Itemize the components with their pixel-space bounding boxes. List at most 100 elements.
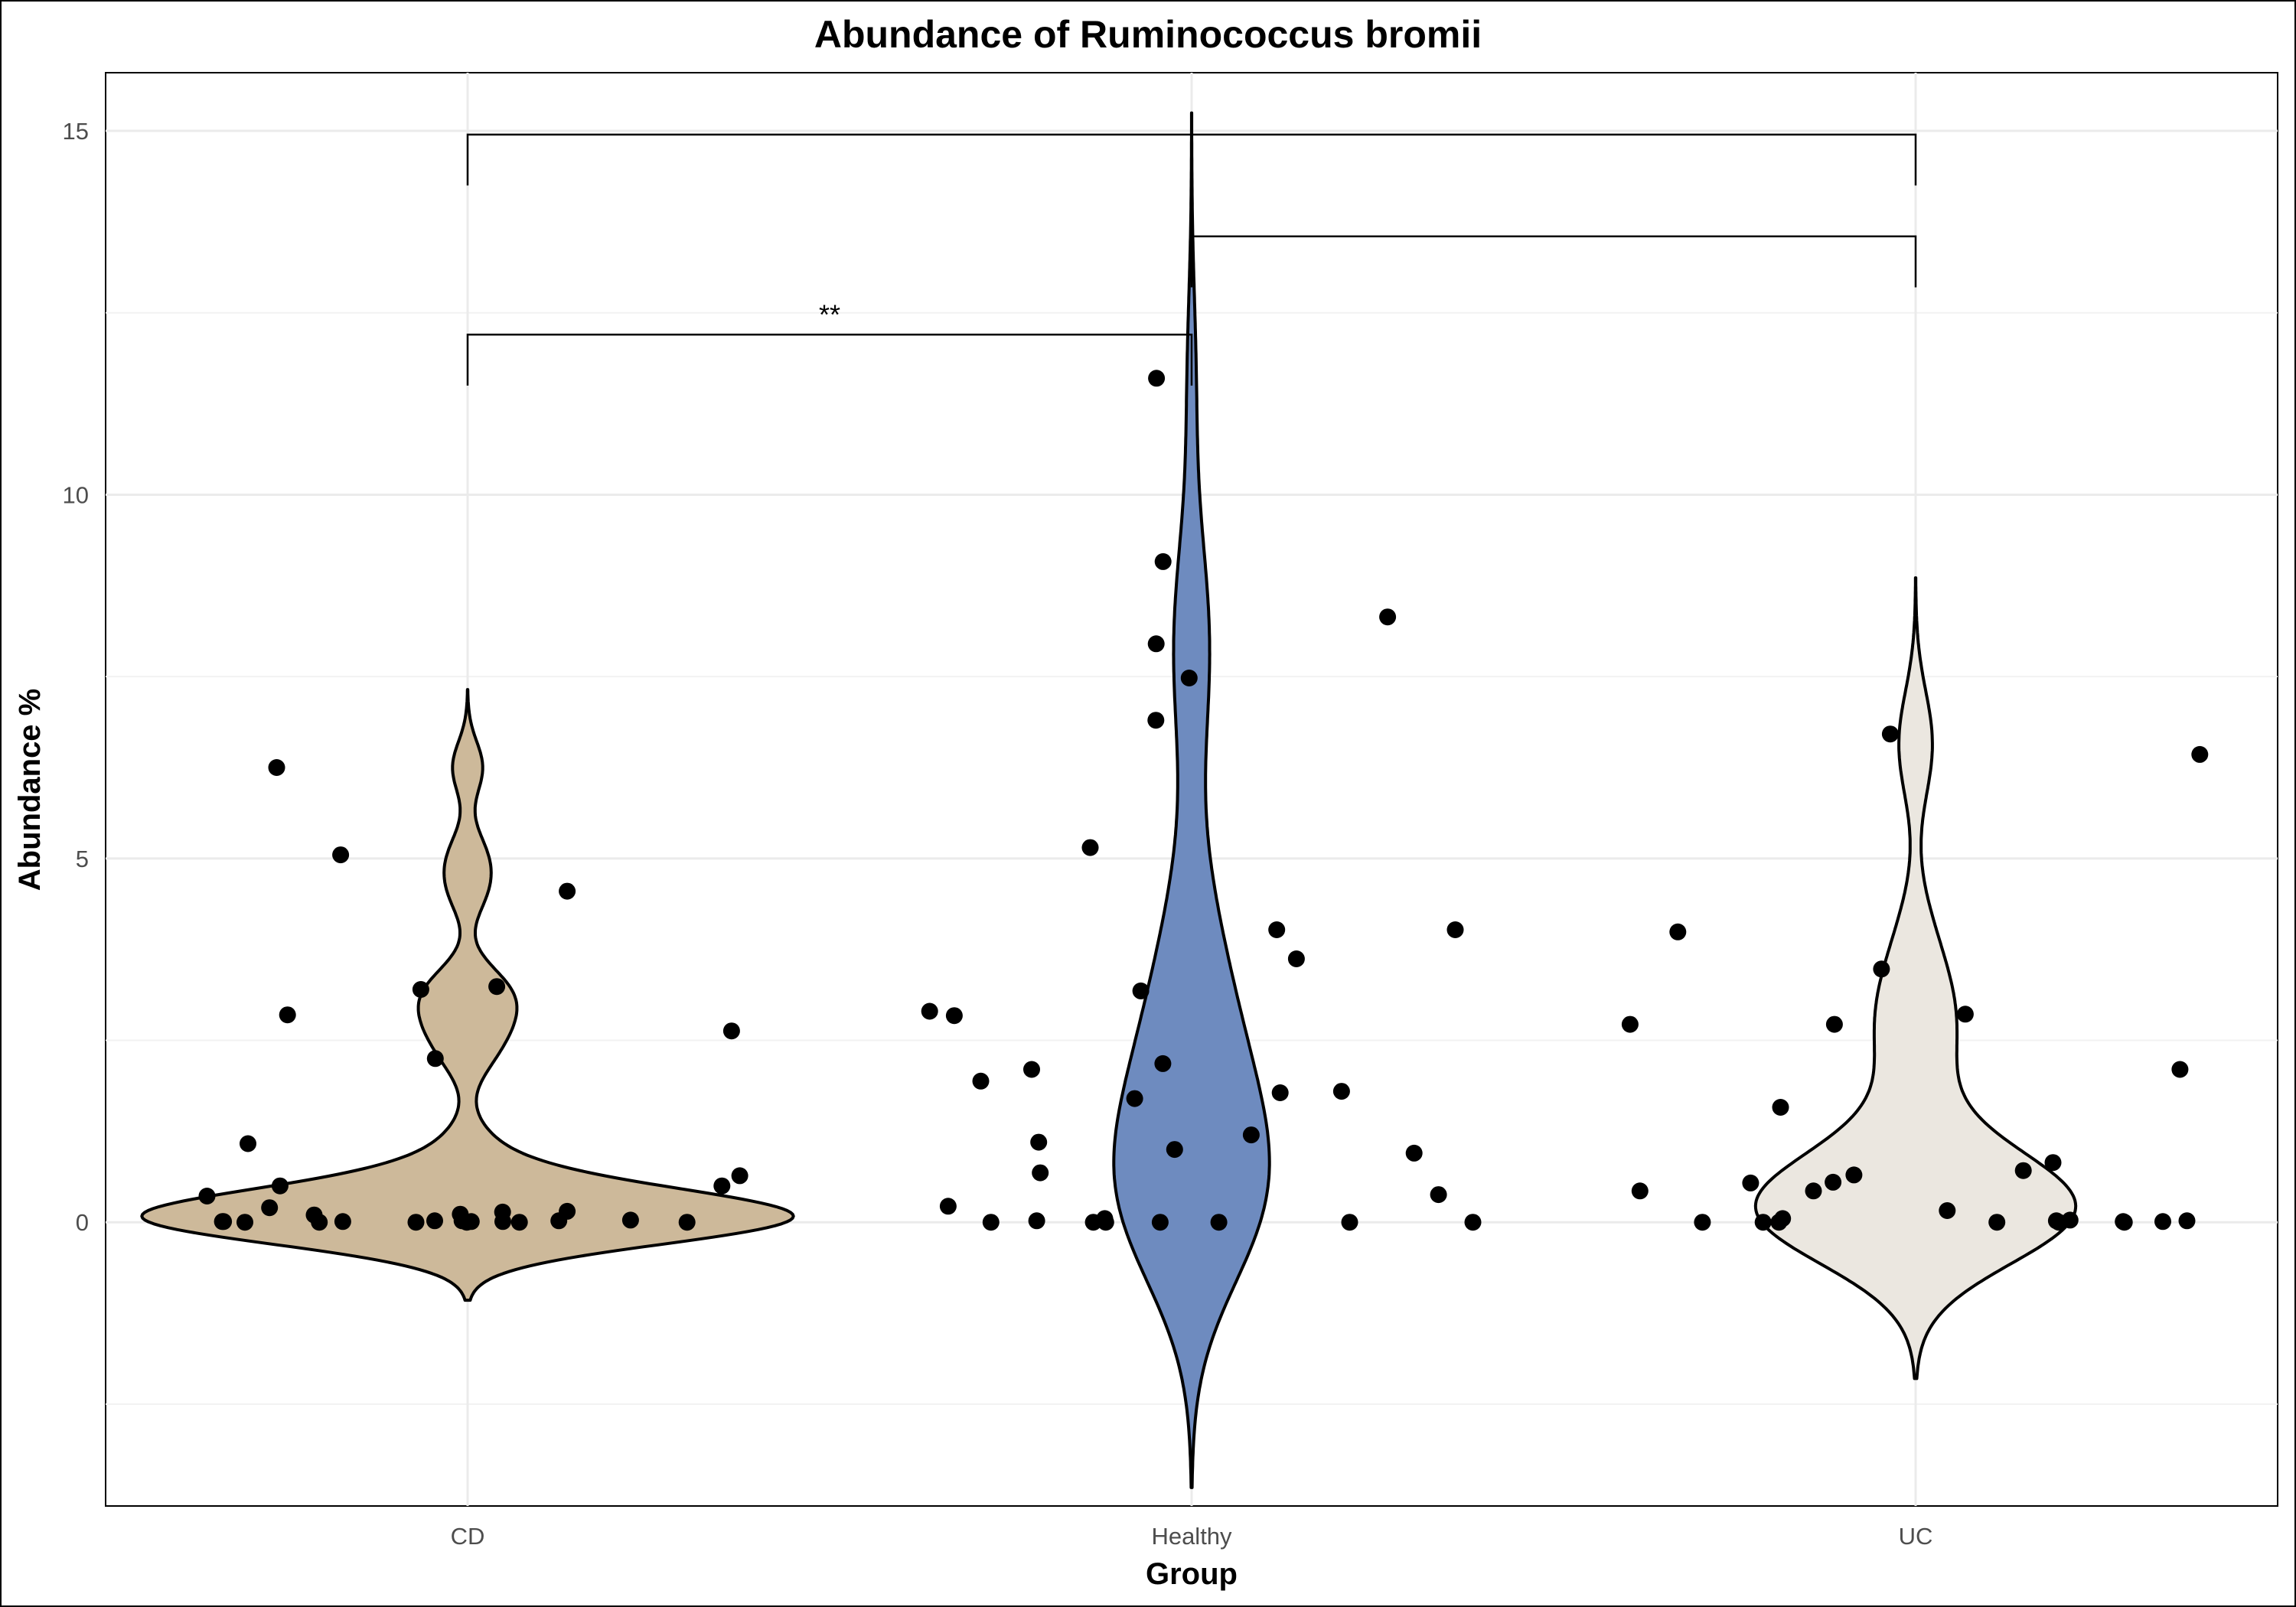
point-healthy [1405,1144,1423,1162]
point-cd [214,1213,231,1231]
x-axis-title: Group [1146,1557,1238,1591]
x-axis-ticks: CD Healthy UC [451,1523,1933,1550]
x-tick-label: UC [1899,1523,1933,1550]
y-axis-title: Abundance % [13,689,47,891]
point-healthy [1030,1133,1048,1151]
point-uc [1825,1015,1843,1033]
point-healthy [1151,1214,1169,1231]
y-tick-label: 15 [63,118,89,145]
point-cd [305,1206,323,1224]
point-cd [722,1022,740,1040]
point-cd [621,1211,639,1229]
point-uc [1873,960,1890,978]
point-cd [488,978,506,996]
point-healthy [1148,370,1166,387]
point-cd [494,1203,511,1221]
data-points [198,370,2209,1231]
point-healthy [1430,1186,1447,1204]
point-uc [1956,1006,1974,1023]
point-uc [2178,1212,2196,1230]
x-tick-label: Healthy [1151,1523,1232,1550]
point-healthy [972,1072,990,1090]
point-healthy [1287,950,1305,967]
point-uc [1621,1015,1639,1033]
point-uc [1825,1173,1842,1191]
point-uc [1881,725,1899,743]
point-healthy [1464,1214,1482,1231]
point-uc [2050,1214,2068,1231]
point-healthy [982,1214,1000,1231]
point-uc [2044,1154,2062,1172]
y-tick-label: 5 [76,846,89,872]
point-healthy [1147,712,1165,729]
significance-bracket [466,133,1917,186]
point-uc [2115,1214,2133,1231]
point-cd [713,1177,731,1195]
chart-title: Abundance of Ruminococcus bromii [814,13,1482,56]
point-cd [426,1212,443,1230]
point-cd [426,1050,444,1068]
point-healthy [1341,1214,1358,1231]
point-cd [407,1214,425,1231]
point-uc [2014,1162,2032,1179]
point-healthy [1210,1214,1228,1231]
point-uc [1939,1202,1956,1219]
point-uc [1694,1214,1711,1231]
point-cd [510,1214,528,1231]
point-uc [2154,1213,2171,1231]
point-healthy [1028,1212,1045,1230]
point-cd [678,1214,696,1231]
point-cd [334,1213,351,1231]
violin-healthy [1112,111,1271,1489]
point-healthy [1032,1164,1049,1182]
point-healthy [1180,670,1198,686]
significance-label: ** [819,298,840,330]
point-cd [332,846,350,864]
point-uc [2171,1061,2189,1078]
point-healthy [1096,1210,1114,1227]
point-cd [279,1006,296,1024]
point-cd [240,1135,256,1152]
point-healthy [1126,1090,1143,1107]
point-healthy [1268,921,1286,938]
point-cd [731,1167,748,1185]
point-healthy [1332,1083,1350,1100]
point-healthy [1242,1126,1260,1144]
point-healthy [1446,921,1464,938]
point-cd [559,1202,576,1220]
point-cd [559,882,576,900]
point-healthy [1166,1141,1183,1159]
point-uc [1669,923,1687,940]
point-uc [1845,1166,1863,1184]
point-cd [261,1199,279,1217]
point-uc [1772,1099,1789,1116]
point-healthy [1132,982,1150,999]
point-uc [1988,1214,2006,1231]
point-healthy [921,1002,938,1020]
point-healthy [1154,553,1172,570]
point-uc [1774,1210,1792,1227]
point-uc [1631,1182,1649,1200]
point-healthy [1379,608,1397,626]
point-healthy [1271,1084,1289,1101]
significance-bracket [466,334,1193,386]
point-cd [236,1214,253,1231]
point-healthy [1154,1054,1172,1072]
point-cd [268,759,285,776]
point-uc [2191,745,2209,763]
point-uc [1805,1182,1822,1200]
point-healthy [939,1198,957,1215]
point-cd [412,981,429,998]
point-cd [198,1188,216,1204]
point-cd [452,1205,469,1223]
violin-cd [140,688,795,1302]
y-tick-label: 0 [76,1209,89,1236]
point-healthy [1147,635,1165,653]
significance-bracket [1190,235,1917,288]
point-uc [1742,1174,1760,1191]
x-tick-label: CD [451,1523,485,1550]
y-axis-ticks: 0 5 10 15 [63,118,89,1236]
point-healthy [945,1007,963,1025]
y-tick-label: 10 [63,481,89,508]
